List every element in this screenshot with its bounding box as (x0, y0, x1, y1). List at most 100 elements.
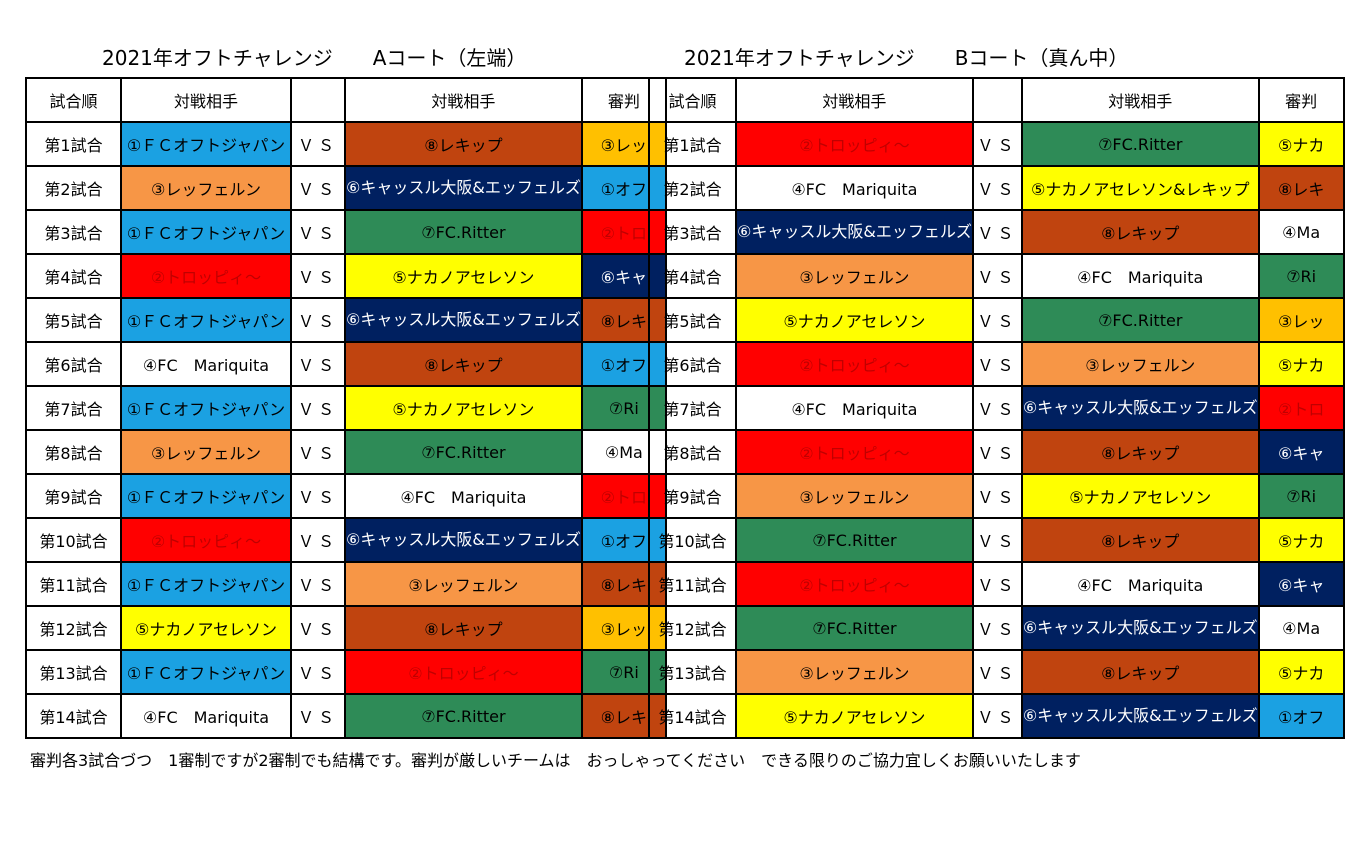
match-order-cell: 第3試合 (648, 209, 737, 255)
vs-cell: ＶＳ (290, 297, 346, 343)
match-order-cell: 第3試合 (25, 209, 122, 255)
match-order-cell: 第14試合 (25, 693, 122, 739)
match-order-cell: 第8試合 (25, 429, 122, 475)
referee-cell: ⑤ナカ (1257, 341, 1345, 387)
vs-cell: ＶＳ (290, 165, 346, 211)
referee-cell: ①オフ (1257, 693, 1345, 739)
home-team-cell: ②トロッピィ～ (120, 253, 292, 299)
referee-cell: ⑦Ri (1257, 473, 1345, 519)
match-row: 第11試合 ②トロッピィ～ ＶＳ ④FC Mariquita ⑥キャ (648, 561, 1345, 607)
match-rows: 第1試合 ①ＦＣオフトジャパン ＶＳ ⑧レキップ ③レッ 第2試合 ③レッフェルン ＶＳ ⑥キャ… (25, 121, 667, 739)
vs-cell: ＶＳ (290, 649, 346, 695)
vs-cell: ＶＳ (971, 561, 1023, 607)
match-row: 第11試合 ①ＦＣオフトジャパン ＶＳ ③レッフェルン ⑧レキ (25, 561, 667, 607)
match-row: 第10試合 ⑦FC.Ritter ＶＳ ⑧レキップ ⑤ナカ (648, 517, 1345, 563)
header-opponent-away: 対戦相手 (1020, 77, 1260, 123)
home-team-cell: ②トロッピィ～ (120, 517, 292, 563)
match-order-cell: 第8試合 (648, 429, 737, 475)
home-team-cell: ⑤ナカノアセレソン (735, 297, 974, 343)
match-row: 第6試合 ④FC Mariquita ＶＳ ⑧レキップ ①オフ (25, 341, 667, 387)
home-team-cell: ④FC Mariquita (120, 693, 292, 739)
footer-note: 審判各3試合づつ 1審制ですが2審制でも結構です。審判が厳しいチームは おっしゃ… (30, 751, 1081, 770)
match-row: 第14試合 ④FC Mariquita ＶＳ ⑦FC.Ritter ⑧レキ (25, 693, 667, 739)
header-row: 試合順 対戦相手 対戦相手 審判 (648, 77, 1345, 123)
vs-cell: ＶＳ (290, 605, 346, 651)
header-referee: 審判 (1257, 77, 1345, 123)
match-order-cell: 第4試合 (25, 253, 122, 299)
match-row: 第2試合 ④FC Mariquita ＶＳ ⑤ナカノアセレソン&レキップ ⑧レキ (648, 165, 1345, 211)
referee-cell: ⑧レキ (1257, 165, 1345, 211)
match-order-cell: 第7試合 (25, 385, 122, 431)
match-order-cell: 第5試合 (25, 297, 122, 343)
referee-cell: ⑥キャ (1257, 429, 1345, 475)
vs-cell: ＶＳ (290, 517, 346, 563)
match-order-cell: 第2試合 (648, 165, 737, 211)
match-row: 第10試合 ②トロッピィ～ ＶＳ ⑥キャッスル大阪&エッフェルズ ①オフ (25, 517, 667, 563)
header-vs (971, 77, 1023, 123)
match-row: 第8試合 ③レッフェルン ＶＳ ⑦FC.Ritter ④Ma (25, 429, 667, 475)
referee-cell: ④Ma (1257, 605, 1345, 651)
match-row: 第4試合 ②トロッピィ～ ＶＳ ⑤ナカノアセレソン ⑥キャ (25, 253, 667, 299)
away-team-cell: ②トロッピィ～ (344, 649, 583, 695)
referee-cell: ⑥キャ (1257, 561, 1345, 607)
header-match-order: 試合順 (25, 77, 122, 123)
away-team-cell: ⑧レキップ (344, 121, 583, 167)
match-row: 第12試合 ⑦FC.Ritter ＶＳ ⑥キャッスル大阪&エッフェルズ ④Ma (648, 605, 1345, 651)
referee-cell: ⑤ナカ (1257, 121, 1345, 167)
match-row: 第5試合 ⑤ナカノアセレソン ＶＳ ⑦FC.Ritter ③レッ (648, 297, 1345, 343)
match-row: 第3試合 ①ＦＣオフトジャパン ＶＳ ⑦FC.Ritter ②トロ (25, 209, 667, 255)
away-team-cell: ③レッフェルン (1020, 341, 1260, 387)
vs-cell: ＶＳ (290, 473, 346, 519)
away-team-cell: ⑤ナカノアセレソン (344, 385, 583, 431)
vs-cell: ＶＳ (290, 385, 346, 431)
away-team-cell: ⑦FC.Ritter (344, 429, 583, 475)
match-order-cell: 第10試合 (25, 517, 122, 563)
away-team-cell: ④FC Mariquita (1020, 253, 1260, 299)
home-team-cell: ⑤ナカノアセレソン (120, 605, 292, 651)
match-row: 第13試合 ①ＦＣオフトジャパン ＶＳ ②トロッピィ～ ⑦Ri (25, 649, 667, 695)
home-team-cell: ④FC Mariquita (735, 165, 974, 211)
away-team-cell: ⑥キャッスル大阪&エッフェルズ (344, 297, 583, 343)
away-team-cell: ⑥キャッスル大阪&エッフェルズ (344, 165, 583, 211)
referee-cell: ⑦Ri (1257, 253, 1345, 299)
home-team-cell: ①ＦＣオフトジャパン (120, 385, 292, 431)
match-order-cell: 第6試合 (648, 341, 737, 387)
match-order-cell: 第14試合 (648, 693, 737, 739)
header-vs (290, 77, 346, 123)
vs-cell: ＶＳ (971, 429, 1023, 475)
away-team-cell: ⑧レキップ (1020, 209, 1260, 255)
match-row: 第8試合 ②トロッピィ～ ＶＳ ⑧レキップ ⑥キャ (648, 429, 1345, 475)
match-order-cell: 第11試合 (648, 561, 737, 607)
home-team-cell: ①ＦＣオフトジャパン (120, 649, 292, 695)
header-opponent-away: 対戦相手 (344, 77, 583, 123)
home-team-cell: ①ＦＣオフトジャパン (120, 121, 292, 167)
home-team-cell: ②トロッピィ～ (735, 429, 974, 475)
away-team-cell: ⑤ナカノアセレソン (1020, 473, 1260, 519)
home-team-cell: ③レッフェルン (120, 165, 292, 211)
home-team-cell: ⑦FC.Ritter (735, 517, 974, 563)
referee-cell: ③レッ (1257, 297, 1345, 343)
vs-cell: ＶＳ (971, 297, 1023, 343)
vs-cell: ＶＳ (290, 209, 346, 255)
vs-cell: ＶＳ (290, 429, 346, 475)
match-order-cell: 第1試合 (25, 121, 122, 167)
match-row: 第12試合 ⑤ナカノアセレソン ＶＳ ⑧レキップ ③レッ (25, 605, 667, 651)
match-row: 第9試合 ③レッフェルン ＶＳ ⑤ナカノアセレソン ⑦Ri (648, 473, 1345, 519)
vs-cell: ＶＳ (290, 253, 346, 299)
match-order-cell: 第4試合 (648, 253, 737, 299)
away-team-cell: ③レッフェルン (344, 561, 583, 607)
vs-cell: ＶＳ (971, 385, 1023, 431)
home-team-cell: ④FC Mariquita (120, 341, 292, 387)
away-team-cell: ⑤ナカノアセレソン&レキップ (1020, 165, 1260, 211)
match-row: 第4試合 ③レッフェルン ＶＳ ④FC Mariquita ⑦Ri (648, 253, 1345, 299)
match-order-cell: 第10試合 (648, 517, 737, 563)
home-team-cell: ③レッフェルン (735, 253, 974, 299)
court-a-title: 2021年オフトチャレンジ Aコート（左端） (102, 46, 527, 70)
vs-cell: ＶＳ (290, 341, 346, 387)
away-team-cell: ⑧レキップ (1020, 649, 1260, 695)
referee-cell: ④Ma (1257, 209, 1345, 255)
match-row: 第14試合 ⑤ナカノアセレソン ＶＳ ⑥キャッスル大阪&エッフェルズ ①オフ (648, 693, 1345, 739)
away-team-cell: ⑧レキップ (1020, 429, 1260, 475)
home-team-cell: ⑥キャッスル大阪&エッフェルズ (735, 209, 974, 255)
vs-cell: ＶＳ (971, 517, 1023, 563)
